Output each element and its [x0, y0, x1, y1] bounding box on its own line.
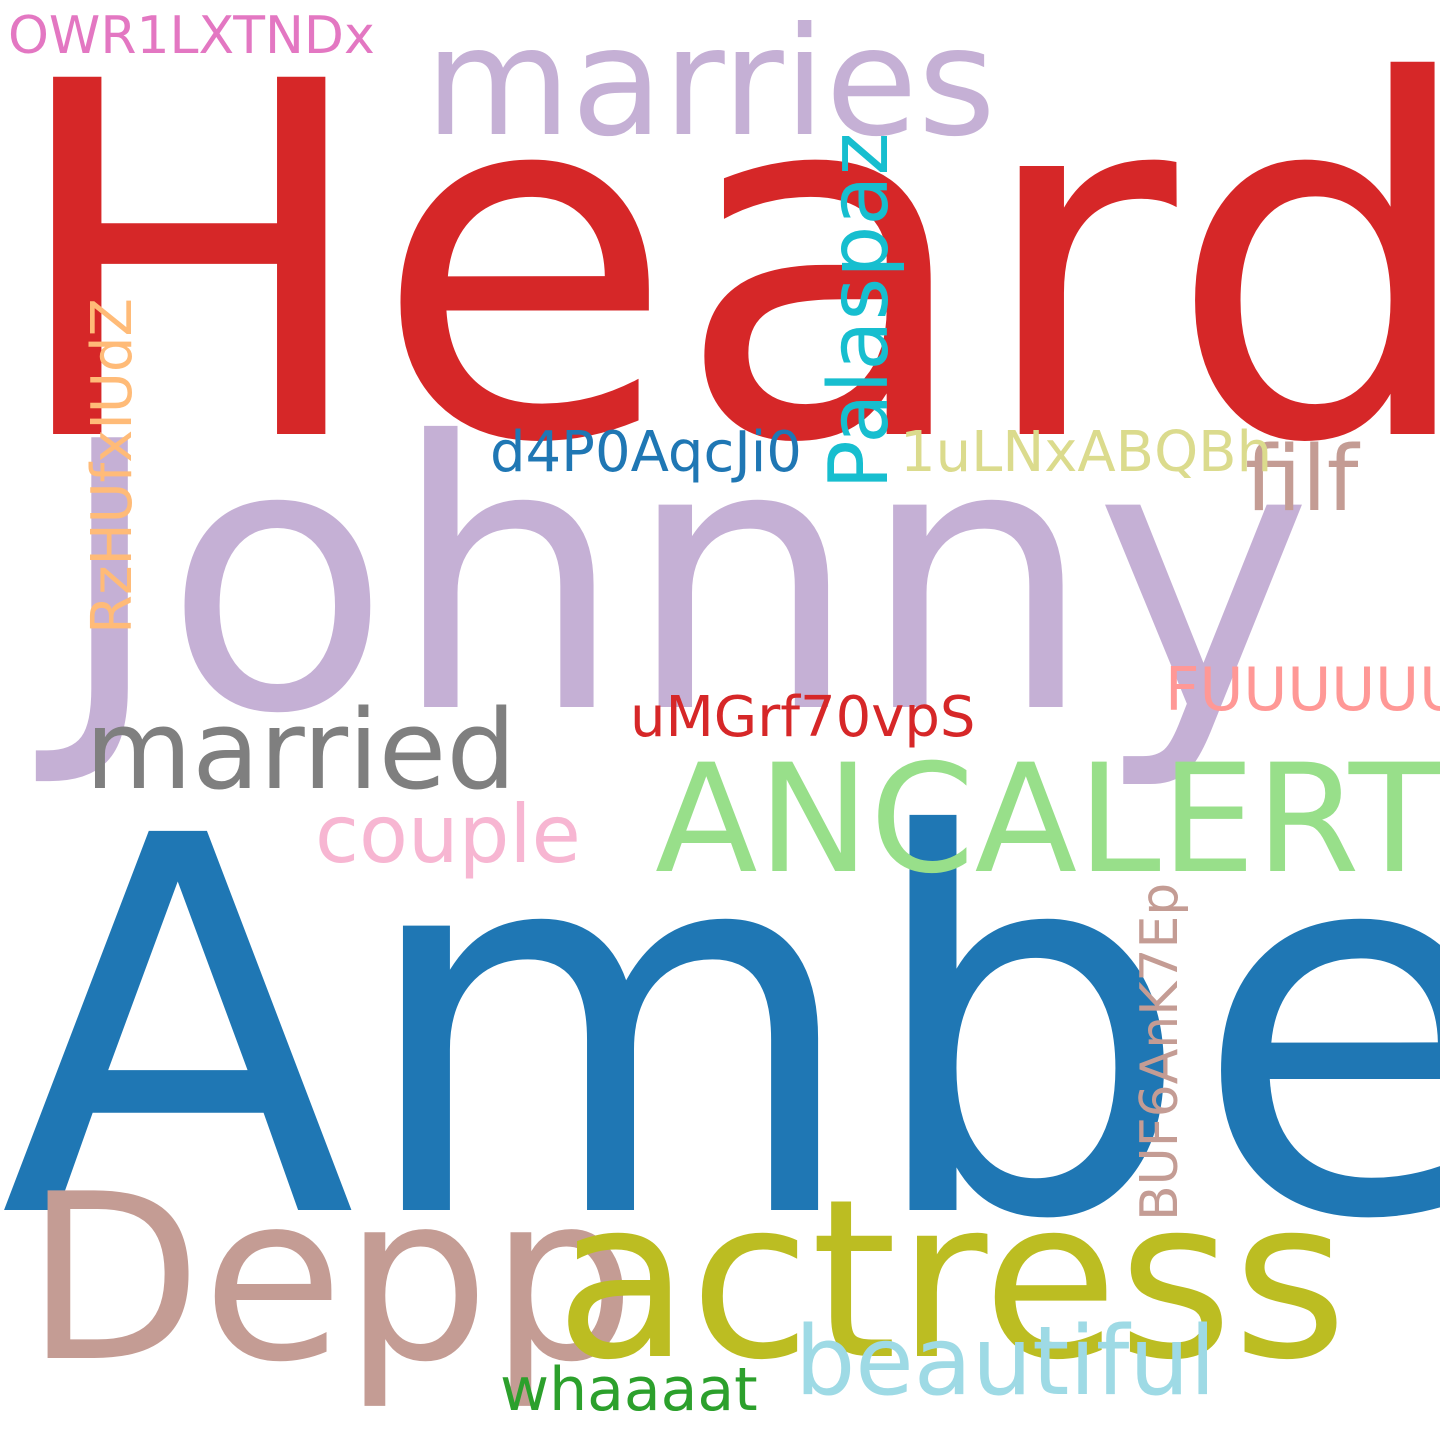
word-amber: Amber — [0, 727, 1440, 1333]
word-fuuuuuu: FUUUUUU — [1165, 655, 1440, 725]
word-owr1lxtndx: OWR1LXTNDx — [8, 6, 375, 66]
word-depp: Depp — [25, 1146, 636, 1413]
word-1ulnxabqbh: 1uLNxABQBh — [900, 420, 1273, 485]
word-d4p0aqcji0: d4P0AqcJi0 — [490, 420, 802, 485]
word-ancalerts: ANCALERTS — [655, 733, 1440, 907]
word-filf: filf — [1245, 427, 1359, 532]
word-married: married — [85, 686, 517, 814]
word-umgrf70vps: uMGrf70vpS — [630, 685, 976, 750]
word-heard: Heard — [5, 0, 1440, 550]
word-buf6ank7ep: BUF6AnK7Ep — [1130, 882, 1190, 1221]
word-rzhufxiudz: RzHUfxIUdZ — [80, 298, 145, 634]
word-couple: couple — [315, 788, 581, 881]
word-palaspaz: Palaspaz — [812, 132, 907, 490]
word-whaaaat: whaaaat — [500, 1355, 758, 1425]
word-johnny: Johnny — [55, 365, 1313, 795]
word-actress: actress — [555, 1152, 1348, 1408]
word-marries: marries — [425, 0, 996, 170]
word-beautiful: beautiful — [795, 1307, 1216, 1417]
